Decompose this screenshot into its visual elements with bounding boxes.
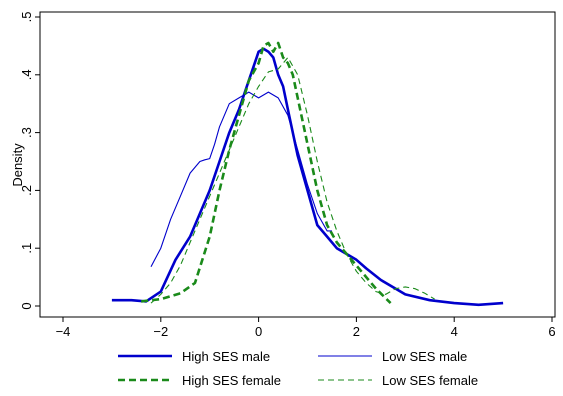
y-tick-label: .1: [19, 243, 34, 254]
y-tick-label: .4: [19, 69, 34, 80]
series-line-low-ses-male: [150, 91, 332, 267]
legend-label: High SES male: [182, 349, 270, 364]
legend-label: Low SES female: [382, 373, 478, 388]
y-tick-label: .2: [19, 185, 34, 196]
series-line-high-ses-female: [141, 41, 392, 305]
x-tick-label: 4: [451, 324, 458, 339]
y-tick-label: .5: [19, 12, 34, 23]
x-axis: −4 −2 0 2 4 6: [56, 317, 556, 339]
legend-label: Low SES male: [382, 349, 467, 364]
legend-label: High SES female: [182, 373, 281, 388]
y-tick-label: .3: [19, 127, 34, 138]
series-line-low-ses-female: [150, 56, 435, 304]
x-tick-label: −2: [153, 324, 168, 339]
x-tick-label: 0: [255, 324, 262, 339]
x-tick-label: 2: [353, 324, 360, 339]
legend: High SES male Low SES male High SES female…: [118, 349, 478, 388]
x-tick-label: −4: [56, 324, 71, 339]
y-tick-label: 0: [19, 302, 34, 309]
y-axis-title: Density: [10, 143, 25, 187]
y-axis: 0 .1 .2 .3 .4 .5: [19, 12, 40, 310]
series-layer: [111, 41, 504, 307]
plot-frame: [39, 11, 556, 318]
x-tick-label: 6: [548, 324, 555, 339]
series-line-high-ses-male: [111, 47, 504, 307]
